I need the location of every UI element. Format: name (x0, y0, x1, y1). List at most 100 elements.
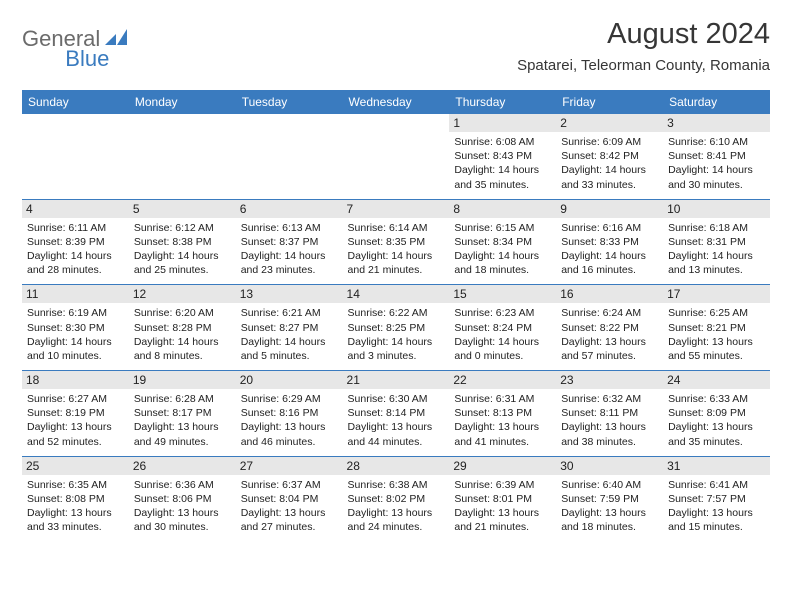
day-cell: 10 Sunrise: 6:18 AMSunset: 8:31 PMDayligh… (663, 199, 770, 285)
day-info: Sunrise: 6:39 AMSunset: 8:01 PMDaylight:… (454, 478, 551, 535)
day-cell: 20Sunrise: 6:29 AMSunset: 8:16 PMDayligh… (236, 371, 343, 457)
day-info: Sunrise: 6:38 AMSunset: 8:02 PMDaylight:… (348, 478, 445, 535)
sunrise-text: Sunrise: 6:41 AM (668, 478, 765, 492)
week-row: 18Sunrise: 6:27 AMSunset: 8:19 PMDayligh… (22, 371, 770, 457)
day-cell: 6Sunrise: 6:13 AMSunset: 8:37 PMDaylight… (236, 199, 343, 285)
sunset-text: Sunset: 8:21 PM (668, 321, 765, 335)
day-number: 4 (22, 200, 129, 218)
sunset-text: Sunset: 8:14 PM (348, 406, 445, 420)
sunset-text: Sunset: 8:43 PM (454, 149, 551, 163)
day-number: 16 (556, 285, 663, 303)
day-number: 10 (663, 200, 770, 218)
day-cell: 26Sunrise: 6:36 AMSunset: 8:06 PMDayligh… (129, 456, 236, 541)
day-info: Sunrise: 6:22 AMSunset: 8:25 PMDaylight:… (348, 306, 445, 363)
day-cell: 11Sunrise: 6:19 AMSunset: 8:30 PMDayligh… (22, 285, 129, 371)
day-info: Sunrise: 6:29 AMSunset: 8:16 PMDaylight:… (241, 392, 338, 449)
sunrise-text: Sunrise: 6:35 AM (27, 478, 124, 492)
day-cell: 4Sunrise: 6:11 AMSunset: 8:39 PMDaylight… (22, 199, 129, 285)
daylight-text: Daylight: 13 hours and 24 minutes. (348, 506, 445, 534)
day-info: Sunrise: 6:13 AMSunset: 8:37 PMDaylight:… (241, 221, 338, 278)
calendar-table: Sunday Monday Tuesday Wednesday Thursday… (22, 90, 770, 541)
daylight-text: Daylight: 13 hours and 27 minutes. (241, 506, 338, 534)
sunset-text: Sunset: 8:01 PM (454, 492, 551, 506)
daylight-text: Daylight: 14 hours and 16 minutes. (561, 249, 658, 277)
day-info: Sunrise: 6:15 AMSunset: 8:34 PMDaylight:… (454, 221, 551, 278)
day-info: Sunrise: 6:31 AMSunset: 8:13 PMDaylight:… (454, 392, 551, 449)
day-cell: 23Sunrise: 6:32 AMSunset: 8:11 PMDayligh… (556, 371, 663, 457)
day-number: 28 (343, 457, 450, 475)
sunset-text: Sunset: 8:28 PM (134, 321, 231, 335)
day-info: Sunrise: 6:14 AMSunset: 8:35 PMDaylight:… (348, 221, 445, 278)
day-cell (129, 114, 236, 199)
sunrise-text: Sunrise: 6:19 AM (27, 306, 124, 320)
sunrise-text: Sunrise: 6:13 AM (241, 221, 338, 235)
day-number: 21 (343, 371, 450, 389)
day-number: 15 (449, 285, 556, 303)
day-cell: 5Sunrise: 6:12 AMSunset: 8:38 PMDaylight… (129, 199, 236, 285)
day-cell: 24Sunrise: 6:33 AMSunset: 8:09 PMDayligh… (663, 371, 770, 457)
sunset-text: Sunset: 8:11 PM (561, 406, 658, 420)
sunrise-text: Sunrise: 6:10 AM (668, 135, 765, 149)
daylight-text: Daylight: 14 hours and 8 minutes. (134, 335, 231, 363)
day-cell (22, 114, 129, 199)
sunrise-text: Sunrise: 6:15 AM (454, 221, 551, 235)
day-number: 12 (129, 285, 236, 303)
day-info: Sunrise: 6:18 AMSunset: 8:31 PMDaylight:… (668, 221, 765, 278)
day-info: Sunrise: 6:10 AMSunset: 8:41 PMDaylight:… (668, 135, 765, 192)
day-info: Sunrise: 6:32 AMSunset: 8:11 PMDaylight:… (561, 392, 658, 449)
daylight-text: Daylight: 14 hours and 10 minutes. (27, 335, 124, 363)
sunset-text: Sunset: 7:59 PM (561, 492, 658, 506)
calendar-page: General Blue August 2024 Spatarei, Teleo… (0, 0, 792, 541)
weekday-monday: Monday (129, 90, 236, 114)
day-cell: 30Sunrise: 6:40 AMSunset: 7:59 PMDayligh… (556, 456, 663, 541)
sunrise-text: Sunrise: 6:08 AM (454, 135, 551, 149)
daylight-text: Daylight: 14 hours and 13 minutes. (668, 249, 765, 277)
day-cell: 8Sunrise: 6:15 AMSunset: 8:34 PMDaylight… (449, 199, 556, 285)
sunrise-text: Sunrise: 6:20 AM (134, 306, 231, 320)
daylight-text: Daylight: 13 hours and 44 minutes. (348, 420, 445, 448)
day-cell: 2Sunrise: 6:09 AMSunset: 8:42 PMDaylight… (556, 114, 663, 199)
weekday-thursday: Thursday (449, 90, 556, 114)
day-cell: 19Sunrise: 6:28 AMSunset: 8:17 PMDayligh… (129, 371, 236, 457)
daylight-text: Daylight: 13 hours and 55 minutes. (668, 335, 765, 363)
sunrise-text: Sunrise: 6:36 AM (134, 478, 231, 492)
day-cell: 27Sunrise: 6:37 AMSunset: 8:04 PMDayligh… (236, 456, 343, 541)
weekday-sunday: Sunday (22, 90, 129, 114)
day-cell: 12 Sunrise: 6:20 AMSunset: 8:28 PMDayligh… (129, 285, 236, 371)
day-info: Sunrise: 6:30 AMSunset: 8:14 PMDaylight:… (348, 392, 445, 449)
day-cell: 1 Sunrise: 6:08 AMSunset: 8:43 PMDaylight… (449, 114, 556, 199)
sunset-text: Sunset: 8:37 PM (241, 235, 338, 249)
day-cell: 31 Sunrise: 6:41 AMSunset: 7:57 PMDayligh… (663, 456, 770, 541)
week-row: 11Sunrise: 6:19 AMSunset: 8:30 PMDayligh… (22, 285, 770, 371)
daylight-text: Daylight: 14 hours and 18 minutes. (454, 249, 551, 277)
day-number: 1 (449, 114, 556, 132)
sunset-text: Sunset: 7:57 PM (668, 492, 765, 506)
day-info: Sunrise: 6:27 AMSunset: 8:19 PMDaylight:… (27, 392, 124, 449)
sunrise-text: Sunrise: 6:18 AM (668, 221, 765, 235)
day-number: 7 (343, 200, 450, 218)
sunrise-text: Sunrise: 6:16 AM (561, 221, 658, 235)
sunset-text: Sunset: 8:41 PM (668, 149, 765, 163)
day-cell (343, 114, 450, 199)
daylight-text: Daylight: 13 hours and 21 minutes. (454, 506, 551, 534)
sunset-text: Sunset: 8:08 PM (27, 492, 124, 506)
sunset-text: Sunset: 8:16 PM (241, 406, 338, 420)
sunrise-text: Sunrise: 6:28 AM (134, 392, 231, 406)
sunset-text: Sunset: 8:04 PM (241, 492, 338, 506)
sunrise-text: Sunrise: 6:33 AM (668, 392, 765, 406)
day-number: 31 (663, 457, 770, 475)
day-cell: 25Sunrise: 6:35 AMSunset: 8:08 PMDayligh… (22, 456, 129, 541)
sunrise-text: Sunrise: 6:12 AM (134, 221, 231, 235)
daylight-text: Daylight: 13 hours and 41 minutes. (454, 420, 551, 448)
daylight-text: Daylight: 13 hours and 15 minutes. (668, 506, 765, 534)
day-cell: 3Sunrise: 6:10 AMSunset: 8:41 PMDaylight… (663, 114, 770, 199)
sunrise-text: Sunrise: 6:21 AM (241, 306, 338, 320)
logo-blue: Blue (65, 46, 109, 72)
weekday-wednesday: Wednesday (343, 90, 450, 114)
day-cell: 17Sunrise: 6:25 AMSunset: 8:21 PMDayligh… (663, 285, 770, 371)
sunset-text: Sunset: 8:06 PM (134, 492, 231, 506)
sunset-text: Sunset: 8:27 PM (241, 321, 338, 335)
sunset-text: Sunset: 8:39 PM (27, 235, 124, 249)
daylight-text: Daylight: 14 hours and 35 minutes. (454, 163, 551, 191)
sunset-text: Sunset: 8:13 PM (454, 406, 551, 420)
